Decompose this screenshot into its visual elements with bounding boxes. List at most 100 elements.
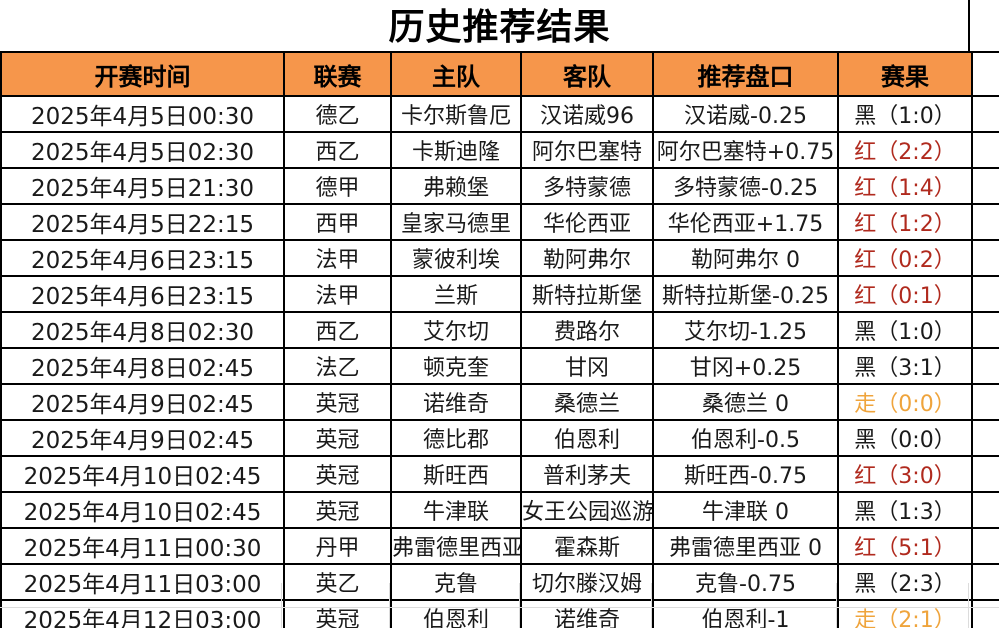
- col-header-handicap[interactable]: 推荐盘口: [652, 51, 839, 97]
- cell-league[interactable]: 英冠: [283, 419, 392, 457]
- cell-home-team[interactable]: 皇家马德里: [390, 203, 522, 241]
- cell-handicap[interactable]: 弗雷德里西亚 0: [652, 527, 839, 565]
- cell-handicap[interactable]: 多特蒙德-0.25: [652, 167, 839, 205]
- cell-away-team[interactable]: 桑德兰: [520, 383, 654, 421]
- cell-away-team[interactable]: 普利茅夫: [520, 455, 654, 493]
- cell-kickoff-time[interactable]: 2025年4月5日00:30: [0, 95, 285, 133]
- cell-result[interactable]: 黑（1:0）: [837, 95, 973, 133]
- table-row: 2025年4月5日21:30 德甲 弗赖堡 多特蒙德 多特蒙德-0.25 红（1…: [0, 167, 999, 205]
- cell-result[interactable]: 红（2:2）: [837, 131, 973, 169]
- cell-handicap[interactable]: 牛津联 0: [652, 491, 839, 529]
- cell-league[interactable]: 英冠: [283, 455, 392, 493]
- cell-home-team[interactable]: 斯旺西: [390, 455, 522, 493]
- cell-away-team[interactable]: 勒阿弗尔: [520, 239, 654, 277]
- cell-kickoff-time[interactable]: 2025年4月9日02:45: [0, 383, 285, 421]
- cell-home-team[interactable]: 艾尔切: [390, 311, 522, 349]
- cell-away-team[interactable]: 甘冈: [520, 347, 654, 385]
- cell-away-team[interactable]: 费路尔: [520, 311, 654, 349]
- cell-league[interactable]: 法乙: [283, 347, 392, 385]
- cell-handicap[interactable]: 伯恩利-1: [652, 599, 839, 628]
- cell-kickoff-time[interactable]: 2025年4月10日02:45: [0, 455, 285, 493]
- cell-kickoff-time[interactable]: 2025年4月5日22:15: [0, 203, 285, 241]
- cell-kickoff-time[interactable]: 2025年4月11日00:30: [0, 527, 285, 565]
- cell-kickoff-time[interactable]: 2025年4月5日02:30: [0, 131, 285, 169]
- cell-home-team[interactable]: 伯恩利: [390, 599, 522, 628]
- cell-league[interactable]: 英冠: [283, 599, 392, 628]
- cell-handicap[interactable]: 阿尔巴塞特+0.75: [652, 131, 839, 169]
- cell-result[interactable]: 红（5:1）: [837, 527, 973, 565]
- cell-home-team[interactable]: 牛津联: [390, 491, 522, 529]
- cell-kickoff-time[interactable]: 2025年4月12日03:00: [0, 599, 285, 628]
- cell-result[interactable]: 黑（1:0）: [837, 311, 973, 349]
- cell-league[interactable]: 英冠: [283, 383, 392, 421]
- col-header-league[interactable]: 联赛: [283, 51, 392, 97]
- cell-home-team[interactable]: 弗雷德里西亚: [390, 527, 522, 565]
- cell-result[interactable]: 黑（2:3）: [837, 563, 973, 601]
- cell-kickoff-time[interactable]: 2025年4月11日03:00: [0, 563, 285, 601]
- cell-handicap[interactable]: 伯恩利-0.5: [652, 419, 839, 457]
- col-header-away-team[interactable]: 客队: [520, 51, 654, 97]
- cell-result[interactable]: 走（0:0）: [837, 383, 973, 421]
- cell-kickoff-time[interactable]: 2025年4月8日02:30: [0, 311, 285, 349]
- cell-handicap[interactable]: 华伦西亚+1.75: [652, 203, 839, 241]
- cell-result[interactable]: 红（1:2）: [837, 203, 973, 241]
- cell-home-team[interactable]: 卡斯迪隆: [390, 131, 522, 169]
- cell-away-team[interactable]: 多特蒙德: [520, 167, 654, 205]
- cell-away-team[interactable]: 汉诺威96: [520, 95, 654, 133]
- table-row: 2025年4月10日02:45 英冠 斯旺西 普利茅夫 斯旺西-0.75 红（3…: [0, 455, 999, 493]
- cell-handicap[interactable]: 甘冈+0.25: [652, 347, 839, 385]
- cell-home-team[interactable]: 诺维奇: [390, 383, 522, 421]
- col-header-kickoff-time[interactable]: 开赛时间: [0, 51, 285, 97]
- cell-result[interactable]: 红（1:4）: [837, 167, 973, 205]
- cell-home-team[interactable]: 顿克奎: [390, 347, 522, 385]
- cell-league[interactable]: 英冠: [283, 491, 392, 529]
- cell-handicap[interactable]: 勒阿弗尔 0: [652, 239, 839, 277]
- cell-home-team[interactable]: 蒙彼利埃: [390, 239, 522, 277]
- cell-league[interactable]: 德乙: [283, 95, 392, 133]
- cell-away-team[interactable]: 阿尔巴塞特: [520, 131, 654, 169]
- cell-league[interactable]: 英乙: [283, 563, 392, 601]
- cell-handicap[interactable]: 汉诺威-0.25: [652, 95, 839, 133]
- cell-away-team[interactable]: 霍森斯: [520, 527, 654, 565]
- cell-kickoff-time[interactable]: 2025年4月6日23:15: [0, 275, 285, 313]
- cell-home-team[interactable]: 兰斯: [390, 275, 522, 313]
- cell-away-team[interactable]: 华伦西亚: [520, 203, 654, 241]
- cell-league[interactable]: 德甲: [283, 167, 392, 205]
- cell-away-team[interactable]: 女王公园巡游: [520, 491, 654, 529]
- cell-league[interactable]: 丹甲: [283, 527, 392, 565]
- cell-away-team[interactable]: 切尔滕汉姆: [520, 563, 654, 601]
- cell-handicap[interactable]: 桑德兰 0: [652, 383, 839, 421]
- cell-handicap[interactable]: 克鲁-0.75: [652, 563, 839, 601]
- cell-league[interactable]: 法甲: [283, 275, 392, 313]
- cell-result[interactable]: 黑（0:0）: [837, 419, 973, 457]
- cell-handicap[interactable]: 艾尔切-1.25: [652, 311, 839, 349]
- cell-empty: [971, 455, 999, 493]
- cell-away-team[interactable]: 诺维奇: [520, 599, 654, 628]
- cell-kickoff-time[interactable]: 2025年4月5日21:30: [0, 167, 285, 205]
- cell-result[interactable]: 黑（3:1）: [837, 347, 973, 385]
- cell-result[interactable]: 红（0:1）: [837, 275, 973, 313]
- cell-league[interactable]: 西乙: [283, 311, 392, 349]
- cell-home-team[interactable]: 德比郡: [390, 419, 522, 457]
- cell-league[interactable]: 法甲: [283, 239, 392, 277]
- cell-kickoff-time[interactable]: 2025年4月10日02:45: [0, 491, 285, 529]
- cell-result[interactable]: 红（0:2）: [837, 239, 973, 277]
- cell-home-team[interactable]: 卡尔斯鲁厄: [390, 95, 522, 133]
- cell-home-team[interactable]: 弗赖堡: [390, 167, 522, 205]
- cell-kickoff-time[interactable]: 2025年4月6日23:15: [0, 239, 285, 277]
- col-header-result[interactable]: 赛果: [837, 51, 973, 97]
- cell-league[interactable]: 西乙: [283, 131, 392, 169]
- cell-handicap[interactable]: 斯特拉斯堡-0.25: [652, 275, 839, 313]
- cell-home-team[interactable]: 克鲁: [390, 563, 522, 601]
- cell-result[interactable]: 走（2:1）: [837, 599, 973, 628]
- cell-result[interactable]: 红（3:0）: [837, 455, 973, 493]
- cell-kickoff-time[interactable]: 2025年4月8日02:45: [0, 347, 285, 385]
- cell-away-team[interactable]: 斯特拉斯堡: [520, 275, 654, 313]
- cell-league[interactable]: 西甲: [283, 203, 392, 241]
- cell-kickoff-time[interactable]: 2025年4月9日02:45: [0, 419, 285, 457]
- cell-empty: [971, 131, 999, 169]
- cell-result[interactable]: 黑（1:3）: [837, 491, 973, 529]
- col-header-home-team[interactable]: 主队: [390, 51, 522, 97]
- cell-away-team[interactable]: 伯恩利: [520, 419, 654, 457]
- cell-handicap[interactable]: 斯旺西-0.75: [652, 455, 839, 493]
